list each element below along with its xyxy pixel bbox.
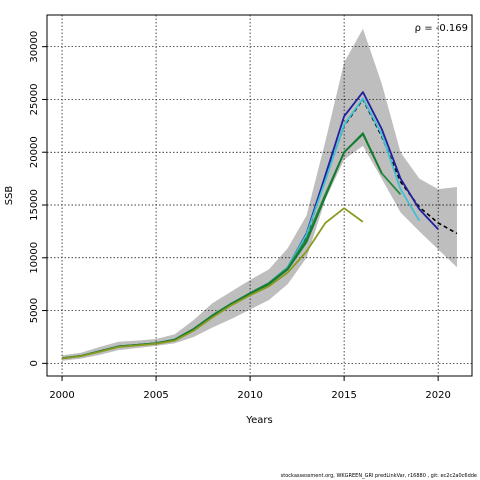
series-layer [61,91,458,360]
x-tick-label: 2005 [143,390,168,401]
series-line-1 [61,98,458,360]
y-tick-label: 0 [29,360,40,366]
x-tick-label: 2020 [425,390,450,401]
x-tick-label: 2000 [49,390,74,401]
series-line-4 [61,133,402,360]
y-tick-label: 30000 [29,31,40,63]
y-axis-title: SSB [4,186,15,206]
y-tick-label: 5000 [29,298,40,323]
plot-frame [46,14,473,377]
y-tick-label: 15000 [29,189,40,221]
series-line-6 [61,207,364,360]
y-axis: 0 5000 10000 15000 20000 25000 30000 [29,31,47,367]
grid-layer [47,15,472,376]
confidence-band [62,28,457,361]
footer-credit: stockassessment.org, WKGREEN_GRI predLin… [280,473,477,479]
x-tick-label: 2010 [237,390,262,401]
x-axis: 2000 2005 2010 2015 2020 [49,376,451,401]
rho-annotation: ρ = -0.169 [415,23,468,34]
y-tick-label: 25000 [29,84,40,116]
y-tick-label: 20000 [29,136,40,168]
x-tick-label: 2015 [331,390,356,401]
y-tick-label: 10000 [29,242,40,274]
x-axis-title: Years [245,415,272,426]
confidence-band-layer [62,28,457,361]
